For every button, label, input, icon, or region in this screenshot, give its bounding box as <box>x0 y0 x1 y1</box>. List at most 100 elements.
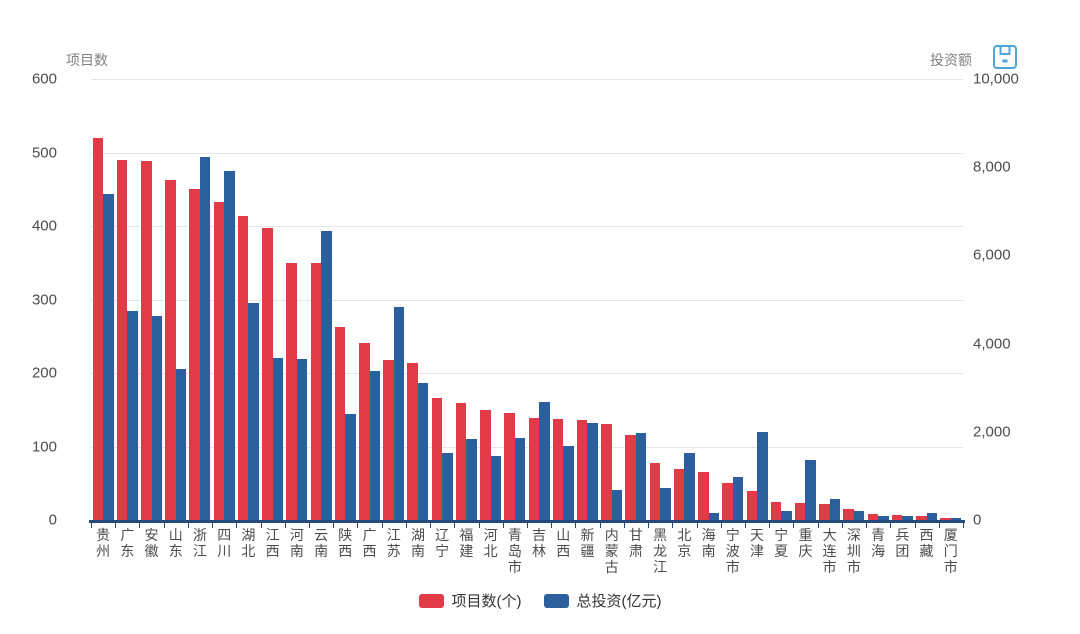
legend-label-projects: 项目数(个) <box>451 593 522 610</box>
y-axis-left-tick-label: 600 <box>31 70 57 88</box>
bar-investment-江苏[interactable] <box>393 307 405 520</box>
bar-projects-青岛市[interactable] <box>504 412 515 520</box>
bar-group-四川 <box>212 79 236 520</box>
bar-investment-湖北[interactable] <box>248 303 259 520</box>
bar-investment-陕西[interactable] <box>345 414 356 520</box>
x-axis-label-cell: 宁波市 <box>721 527 745 575</box>
bar-projects-安徽[interactable] <box>141 161 152 520</box>
bar-projects-广西[interactable] <box>359 342 370 520</box>
bar-projects-深圳市[interactable] <box>843 508 854 520</box>
bar-projects-厦门市[interactable] <box>940 517 951 520</box>
bar-investment-内蒙古[interactable] <box>611 490 623 520</box>
bar-projects-云南[interactable] <box>310 262 322 520</box>
bar-investment-新疆[interactable] <box>587 422 598 520</box>
bar-projects-重庆[interactable] <box>794 503 806 520</box>
bar-investment-北京[interactable] <box>684 452 695 520</box>
bar-projects-广东[interactable] <box>116 159 128 520</box>
save-image-icon <box>993 45 1017 69</box>
y-axis-left-tick-label: 200 <box>31 364 57 382</box>
bar-investment-宁夏[interactable] <box>781 511 792 520</box>
bar-investment-西藏[interactable] <box>926 513 938 520</box>
bar-group-内蒙古 <box>600 79 624 520</box>
bar-investment-兵团[interactable] <box>902 515 913 520</box>
x-axis-label-cell: 山东 <box>164 527 188 575</box>
bar-projects-宁夏[interactable] <box>770 501 782 520</box>
bar-investment-安徽[interactable] <box>151 316 163 520</box>
bar-projects-四川[interactable] <box>213 201 225 520</box>
bar-investment-河北[interactable] <box>490 456 502 520</box>
bar-investment-云南[interactable] <box>321 230 332 520</box>
bar-investment-贵州[interactable] <box>103 193 114 520</box>
bar-investment-河南[interactable] <box>296 359 308 520</box>
bar-projects-江西[interactable] <box>262 228 273 520</box>
bar-projects-山西[interactable] <box>552 419 564 520</box>
legend-item-investment[interactable]: 总投资(亿元) <box>543 590 662 611</box>
bar-investment-湖南[interactable] <box>417 383 429 520</box>
x-axis-label-cell: 青岛市 <box>503 527 527 575</box>
bar-projects-浙江[interactable] <box>189 189 200 520</box>
bar-investment-青岛市[interactable] <box>514 438 526 520</box>
bar-projects-内蒙古[interactable] <box>601 423 612 520</box>
x-axis-label-cell: 吉林 <box>527 527 551 575</box>
x-axis-label-深圳市: 深圳市 <box>846 527 861 575</box>
y-axis-right-tick-label: 4,000 <box>973 335 1011 353</box>
bar-projects-吉林[interactable] <box>528 417 540 520</box>
bar-group-大连市 <box>818 79 842 520</box>
x-axis-tick <box>163 522 165 528</box>
bar-investment-黑龙江[interactable] <box>660 488 671 520</box>
x-axis-label-cell: 山西 <box>551 527 575 575</box>
x-axis-label-cell: 重庆 <box>793 527 817 575</box>
bar-investment-浙江[interactable] <box>199 157 211 520</box>
bar-projects-天津[interactable] <box>746 490 758 520</box>
x-axis-label-宁波市: 宁波市 <box>725 527 740 575</box>
bar-investment-辽宁[interactable] <box>442 452 453 520</box>
bar-investment-宁波市[interactable] <box>732 476 744 520</box>
bar-investment-福建[interactable] <box>466 439 477 520</box>
bar-projects-山东[interactable] <box>165 179 176 520</box>
bar-projects-新疆[interactable] <box>576 420 588 520</box>
bar-projects-大连市[interactable] <box>819 503 830 520</box>
bar-projects-福建[interactable] <box>455 403 467 520</box>
bar-projects-黑龙江[interactable] <box>649 462 661 520</box>
bar-projects-河北[interactable] <box>480 409 491 520</box>
bar-projects-北京[interactable] <box>673 468 685 520</box>
bar-investment-甘肃[interactable] <box>635 433 647 520</box>
bar-investment-山东[interactable] <box>175 369 187 520</box>
bar-investment-广东[interactable] <box>127 310 138 520</box>
bar-investment-广西[interactable] <box>369 370 381 520</box>
x-axis-label-湖北: 湖北 <box>241 527 256 559</box>
bar-projects-宁波市[interactable] <box>722 483 733 520</box>
bar-investment-江西[interactable] <box>272 358 284 520</box>
bar-investment-厦门市[interactable] <box>950 518 962 520</box>
x-axis-tick <box>793 522 795 528</box>
bar-projects-甘肃[interactable] <box>625 434 636 520</box>
save-image-button[interactable] <box>992 44 1018 70</box>
bar-projects-兵团[interactable] <box>891 514 903 520</box>
x-axis-tick <box>648 522 650 528</box>
bar-projects-青海[interactable] <box>867 514 879 520</box>
bar-projects-海南[interactable] <box>698 471 709 520</box>
bar-investment-重庆[interactable] <box>805 459 816 520</box>
bar-projects-江苏[interactable] <box>383 359 394 520</box>
bar-investment-吉林[interactable] <box>539 401 550 520</box>
bar-investment-大连市[interactable] <box>829 499 841 520</box>
bar-projects-贵州[interactable] <box>92 137 104 520</box>
legend-item-projects[interactable]: 项目数(个) <box>418 590 522 611</box>
x-axis-label-cell: 福建 <box>454 527 478 575</box>
bar-projects-西藏[interactable] <box>916 516 927 520</box>
bar-projects-湖北[interactable] <box>237 215 249 520</box>
x-axis-label-cell: 四川 <box>212 527 236 575</box>
bar-projects-河南[interactable] <box>286 262 297 520</box>
x-axis-label-河南: 河南 <box>289 527 304 559</box>
bar-investment-深圳市[interactable] <box>853 511 865 520</box>
bar-investment-海南[interactable] <box>708 513 720 520</box>
bar-projects-湖南[interactable] <box>407 363 418 520</box>
bar-investment-四川[interactable] <box>224 170 235 520</box>
bar-projects-辽宁[interactable] <box>431 398 443 520</box>
x-axis-label-cell: 天津 <box>745 527 769 575</box>
bar-projects-陕西[interactable] <box>334 327 346 520</box>
bar-investment-青海[interactable] <box>878 516 889 520</box>
bar-investment-天津[interactable] <box>757 431 768 520</box>
x-axis-label-广东: 广东 <box>120 527 135 559</box>
bar-investment-山西[interactable] <box>563 446 574 520</box>
